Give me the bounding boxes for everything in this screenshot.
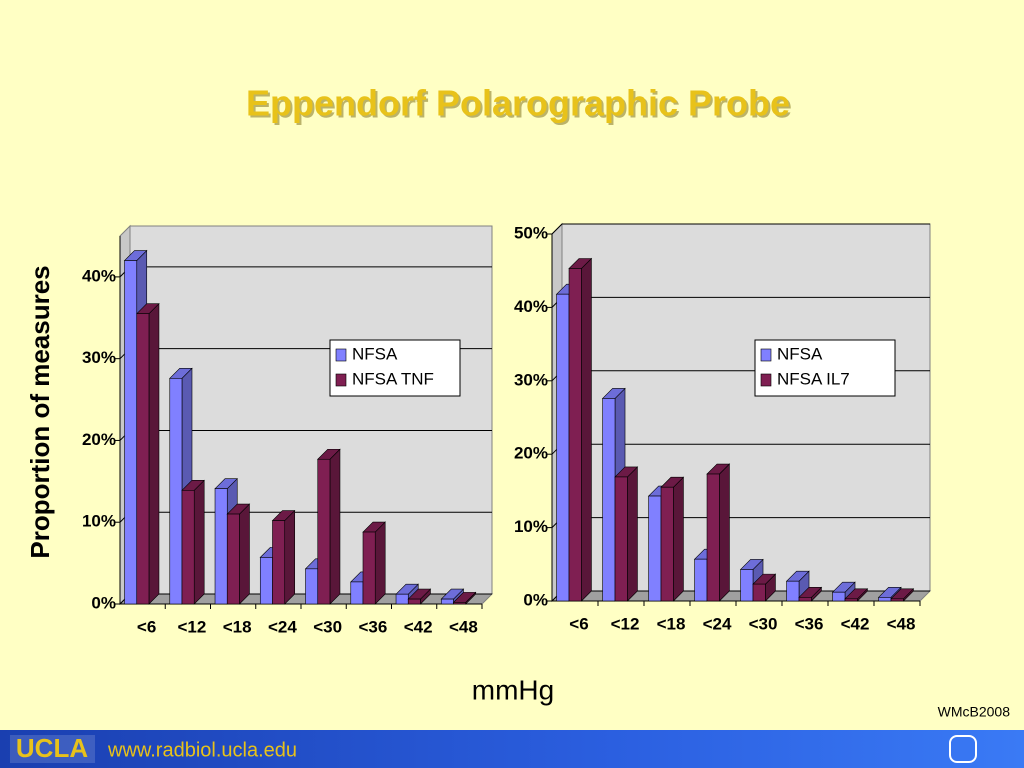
bar <box>568 268 582 602</box>
x-tick-label: <12 <box>177 617 206 636</box>
y-tick-label: 0% <box>91 593 116 612</box>
bar-side <box>193 479 205 605</box>
bar <box>181 490 195 605</box>
bar <box>798 597 812 602</box>
bar <box>878 597 892 602</box>
y-tick-label: 30% <box>82 348 116 367</box>
y-axis-label: Proportion of measures <box>25 265 55 558</box>
bar <box>440 598 454 605</box>
y-tick-label: 40% <box>82 266 116 285</box>
x-tick-label: <48 <box>887 614 916 633</box>
y-tick-label: 30% <box>514 370 548 389</box>
footer-logo: UCLA <box>16 733 88 763</box>
bar <box>407 598 421 605</box>
bar <box>556 293 570 602</box>
y-tick-label: 10% <box>514 517 548 536</box>
x-tick-label: <48 <box>449 617 478 636</box>
legend-swatch <box>760 348 772 362</box>
bar <box>395 593 409 605</box>
bar-side <box>284 509 296 605</box>
bar <box>832 591 846 602</box>
bar <box>844 598 858 602</box>
bar <box>226 513 240 605</box>
legend-swatch <box>335 373 347 387</box>
charts: 0% 10% 20% 30% 40% <6 <12 <18 <24 <30 <36 <42 <48 NFS… <box>82 222 932 636</box>
legend-label: NFSA <box>352 344 398 363</box>
bar <box>453 602 467 605</box>
x-tick-label: <18 <box>657 614 686 633</box>
footer-url[interactable]: www.radbiol.ucla.edu <box>107 739 297 761</box>
x-tick-label: <42 <box>841 614 870 633</box>
bar-side <box>627 466 638 602</box>
bar-side <box>239 503 250 605</box>
legend-label: NFSA IL7 <box>777 369 850 388</box>
x-tick-label: <30 <box>749 614 778 633</box>
bar <box>786 580 800 602</box>
x-tick-label: <6 <box>569 614 588 633</box>
x-tick-label: <24 <box>703 614 732 633</box>
x-tick-label: <18 <box>223 617 252 636</box>
x-tick-label: <12 <box>611 614 640 633</box>
x-tick-label: <42 <box>404 617 433 636</box>
bar <box>362 531 376 605</box>
footer-band <box>0 730 1024 768</box>
logo-box <box>10 735 95 763</box>
bar-side <box>719 463 730 602</box>
x-tick-label: <36 <box>795 614 824 633</box>
legend-swatch <box>335 348 347 362</box>
bar <box>305 568 319 605</box>
x-tick-label: <6 <box>137 617 156 636</box>
nav-icon[interactable] <box>949 735 977 763</box>
bar <box>272 520 286 605</box>
y-tick-label: 20% <box>82 430 116 449</box>
bar <box>648 495 662 602</box>
x-tick-label: <36 <box>358 617 387 636</box>
x-axis-label: mmHg <box>472 674 554 705</box>
bar <box>124 260 138 605</box>
legend <box>754 339 896 397</box>
bar-side <box>581 257 592 602</box>
bar-side <box>374 521 386 605</box>
legend-label: NFSA TNF <box>352 369 434 388</box>
legend-label: NFSA <box>777 344 823 363</box>
grid-line <box>551 223 930 235</box>
title-shadow: Eppendorf Polarographic Probe <box>248 85 792 126</box>
bar <box>602 398 616 602</box>
y-tick-label: 50% <box>514 223 548 242</box>
bar <box>136 313 150 605</box>
bar-side <box>329 448 341 605</box>
y-tick-label: 0% <box>523 590 548 609</box>
y-tick-label: 40% <box>514 297 548 316</box>
bar <box>214 488 228 605</box>
y-tick-label: 20% <box>514 444 548 463</box>
bar <box>317 458 331 605</box>
bar <box>740 569 754 602</box>
legend-swatch <box>760 373 772 387</box>
bar <box>752 583 766 602</box>
bar <box>614 476 628 602</box>
bar <box>890 598 904 602</box>
bar <box>259 557 273 605</box>
x-tick-label: <24 <box>268 617 297 636</box>
x-tick-label: <30 <box>313 617 342 636</box>
bar-side <box>148 302 160 605</box>
legend <box>329 339 461 397</box>
bar-side <box>673 476 684 602</box>
y-tick-label: 10% <box>82 512 116 531</box>
slide-title: Eppendorf Polarographic Probe <box>246 83 790 124</box>
bar <box>706 473 720 602</box>
bar <box>169 377 183 605</box>
bar <box>660 486 674 602</box>
credit: WMcB2008 <box>938 704 1011 720</box>
bar <box>694 558 708 602</box>
bar <box>350 581 364 605</box>
